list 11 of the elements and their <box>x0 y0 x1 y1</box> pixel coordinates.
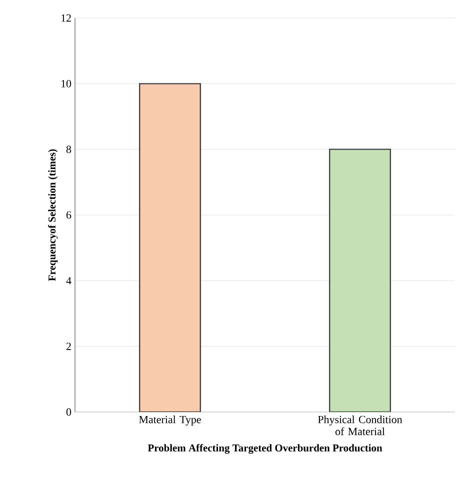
y-tick-label: 0 <box>66 408 72 416</box>
y-tick-label: 8 <box>66 146 72 154</box>
x-tick-label: Physical Condition of Material <box>318 416 402 436</box>
x-tick-label: Material Type <box>139 416 201 426</box>
y-tick-label: 4 <box>66 277 72 284</box>
y-tick-label: 6 <box>66 211 72 219</box>
y-tick-label: 12 <box>61 14 71 22</box>
x-axis-title: Problem Affecting Targeted Overburden Production <box>148 444 382 454</box>
y-axis-title: Frequencyof Selection (times) <box>48 149 58 281</box>
y-tick-label: 10 <box>61 80 72 88</box>
y-tick-label: 2 <box>66 342 71 350</box>
